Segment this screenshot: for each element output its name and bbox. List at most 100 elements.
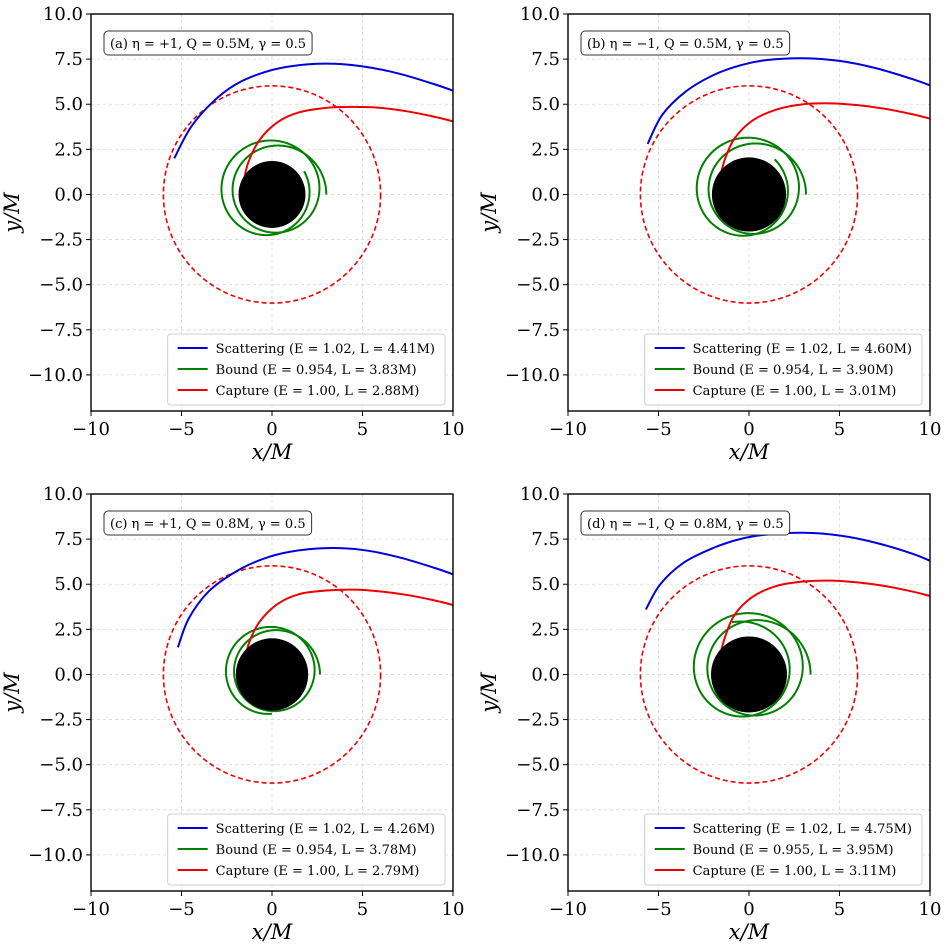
x-tick-label: −5 xyxy=(168,899,195,920)
legend-box xyxy=(167,813,446,886)
x-axis-label: x/M xyxy=(252,920,293,944)
legend-entry: Bound (E = 0.954, L = 3.83M) xyxy=(216,363,417,378)
photon-sphere-circle xyxy=(162,565,382,784)
y-tick-label: 2.5 xyxy=(54,619,83,640)
x-tick-label: 5 xyxy=(357,419,368,440)
series-line-capture xyxy=(719,579,930,657)
x-tick-label: 0 xyxy=(743,899,754,920)
panel-label-box xyxy=(103,510,313,536)
y-tick-label: −7.5 xyxy=(516,800,560,821)
photon-sphere-circle xyxy=(162,85,382,304)
x-tick-label: 10 xyxy=(442,899,465,920)
y-tick-label: −10.0 xyxy=(505,845,560,866)
y-tick-label: 5.0 xyxy=(54,94,83,115)
y-tick-label: −5.0 xyxy=(516,275,560,296)
chart-panel: −10 −5 0 5 10 −10.0 −7.5 −5.0 −2.5 0.0 2.5 5.0 7.5 10… xyxy=(477,4,941,464)
x-tick-label: 5 xyxy=(834,899,845,920)
x-axis-label: x/M xyxy=(252,440,293,464)
x-axis-label: x/M xyxy=(729,920,770,944)
legend-box xyxy=(644,813,923,886)
panel-label-box xyxy=(580,30,791,56)
y-tick-label: −5.0 xyxy=(39,275,83,296)
y-tick-label: −7.5 xyxy=(39,800,83,821)
plot-area xyxy=(639,531,930,784)
panel-label: (d) η = −1, Q = 0.8M, γ = 0.5 xyxy=(587,517,784,532)
x-tick-label: 5 xyxy=(834,419,845,440)
y-tick-label: 0.0 xyxy=(531,184,560,205)
y-tick-label: 10.0 xyxy=(520,484,560,505)
panel-label: (a) η = +1, Q = 0.5M, γ = 0.5 xyxy=(110,37,306,52)
y-tick-label: −10.0 xyxy=(28,845,83,866)
legend: Scattering (E = 1.02, L = 4.60M) Bound (E… xyxy=(644,333,923,406)
legend-box xyxy=(644,333,923,406)
plot-area xyxy=(639,57,930,304)
series-line-bound xyxy=(224,625,321,715)
y-tick-label: −7.5 xyxy=(39,320,83,341)
panel-label-box xyxy=(580,510,791,536)
y-tick-label: −5.0 xyxy=(516,755,560,776)
x-tick-label: 10 xyxy=(919,899,942,920)
plot-area xyxy=(162,62,453,304)
y-tick-label: 5.0 xyxy=(531,574,560,595)
plot-area xyxy=(162,547,453,784)
series-line-scattering xyxy=(176,547,453,648)
legend-entry: Scattering (E = 1.02, L = 4.26M) xyxy=(216,822,435,837)
y-tick-label: 7.5 xyxy=(54,529,83,550)
black-hole-disk xyxy=(711,157,787,232)
legend-entry: Capture (E = 1.00, L = 2.79M) xyxy=(216,864,420,879)
y-axis-label: y/M xyxy=(477,672,501,714)
series-line-capture xyxy=(242,105,453,181)
panel-label: (b) η = −1, Q = 0.5M, γ = 0.5 xyxy=(587,37,784,52)
legend: Scattering (E = 1.02, L = 4.75M) Bound (E… xyxy=(644,813,923,886)
x-axis-label: x/M xyxy=(729,440,770,464)
photon-sphere-circle xyxy=(639,565,859,784)
y-tick-label: 7.5 xyxy=(531,49,560,70)
y-tick-label: 0.0 xyxy=(531,664,560,685)
x-tick-label: 0 xyxy=(266,419,277,440)
legend-entry: Scattering (E = 1.02, L = 4.41M) xyxy=(216,342,435,357)
y-tick-label: 0.0 xyxy=(54,184,83,205)
chart-panel: −10 −5 0 5 10 −10.0 −7.5 −5.0 −2.5 0.0 2.5 5.0 7.5 10… xyxy=(0,484,464,944)
x-tick-label: 0 xyxy=(266,899,277,920)
y-tick-label: −7.5 xyxy=(516,320,560,341)
y-tick-label: 2.5 xyxy=(531,619,560,640)
y-axis-label: y/M xyxy=(477,192,501,234)
legend-entry: Scattering (E = 1.02, L = 4.60M) xyxy=(693,342,912,357)
legend-entry: Bound (E = 0.954, L = 3.90M) xyxy=(693,363,894,378)
panel-label-box xyxy=(103,30,313,56)
y-tick-label: 10.0 xyxy=(520,4,560,25)
x-tick-label: −5 xyxy=(645,419,672,440)
legend: Scattering (E = 1.02, L = 4.41M) Bound (E… xyxy=(167,333,446,406)
y-tick-label: 2.5 xyxy=(531,139,560,160)
y-tick-label: 7.5 xyxy=(54,49,83,70)
y-tick-label: −5.0 xyxy=(39,755,83,776)
legend-box xyxy=(167,333,446,406)
x-tick-label: −5 xyxy=(168,419,195,440)
x-tick-label: −10 xyxy=(72,419,110,440)
series-line-capture xyxy=(243,588,453,661)
x-tick-label: −10 xyxy=(549,419,587,440)
legend-entry: Capture (E = 1.00, L = 3.01M) xyxy=(693,384,897,399)
x-tick-label: 10 xyxy=(442,419,465,440)
y-axis-label: y/M xyxy=(0,672,24,714)
panel-label: (c) η = +1, Q = 0.8M, γ = 0.5 xyxy=(110,517,306,532)
y-tick-label: −2.5 xyxy=(39,230,83,251)
legend-entry: Capture (E = 1.00, L = 3.11M) xyxy=(693,864,897,879)
series-line-capture xyxy=(719,102,930,179)
series-line-bound xyxy=(220,139,328,237)
photon-sphere-circle xyxy=(639,85,859,304)
x-tick-label: 10 xyxy=(919,419,942,440)
black-hole-disk xyxy=(235,638,309,711)
y-axis-label: y/M xyxy=(0,192,24,234)
legend-entry: Bound (E = 0.955, L = 3.95M) xyxy=(693,843,894,858)
y-tick-label: 5.0 xyxy=(531,94,560,115)
y-tick-label: −2.5 xyxy=(516,710,560,731)
y-tick-label: −2.5 xyxy=(516,230,560,251)
black-hole-disk xyxy=(710,636,788,713)
y-tick-label: 5.0 xyxy=(54,574,83,595)
y-tick-label: 10.0 xyxy=(43,484,83,505)
legend: Scattering (E = 1.02, L = 4.26M) Bound (E… xyxy=(167,813,446,886)
y-tick-label: 7.5 xyxy=(531,529,560,550)
chart-panel: −10 −5 0 5 10 −10.0 −7.5 −5.0 −2.5 0.0 2.5 5.0 7.5 10… xyxy=(477,484,941,944)
